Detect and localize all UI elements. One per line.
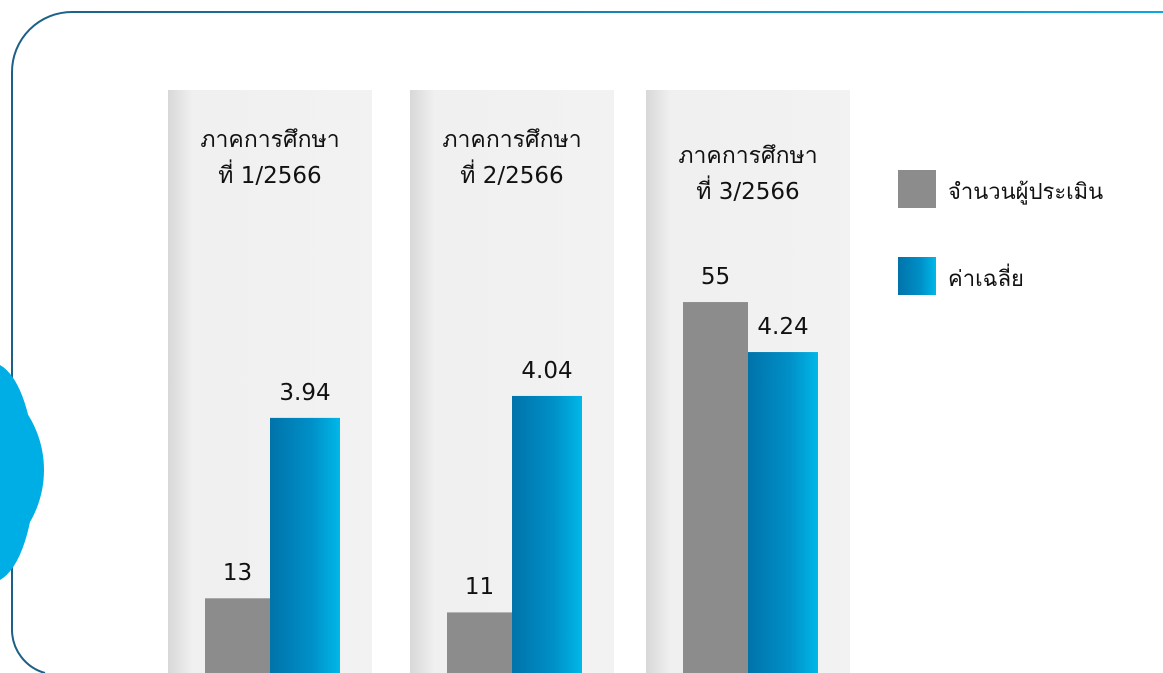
legend-label: ค่าเฉลี่ย [948,267,1024,292]
bar [205,598,270,673]
legend-swatch [898,170,936,208]
value-label: 13 [222,560,253,587]
value-label: 11 [464,574,495,601]
category-label: ภาคการศึกษา ที่ 2/2566 [442,127,582,189]
bar [683,302,748,673]
value-label: 3.94 [279,379,331,406]
value-label: 55 [700,264,731,291]
legend-label: จำนวนผู้ประเมิน [948,180,1104,205]
bar [748,352,818,673]
legend-swatch [898,257,936,295]
value-label: 4.04 [521,357,573,384]
decor-circle [0,385,44,555]
category-label: ภาคการศึกษา ที่ 3/2566 [678,143,818,205]
value-label: 4.24 [757,314,809,341]
category-label: ภาคการศึกษา ที่ 1/2566 [200,127,340,189]
bar [270,417,340,673]
bar [447,612,512,673]
card-border [11,11,1163,673]
bar [512,395,582,673]
